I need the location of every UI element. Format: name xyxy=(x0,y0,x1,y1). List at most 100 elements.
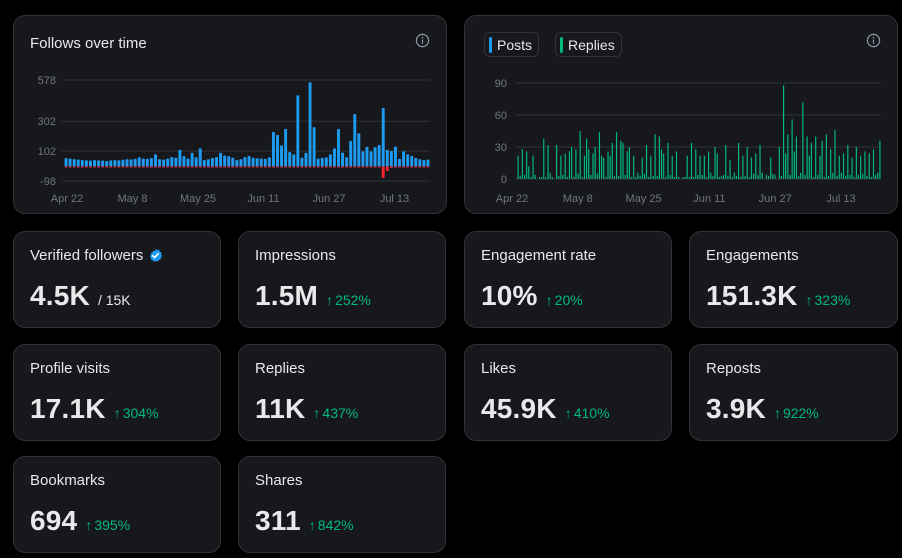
chart-bar[interactable] xyxy=(812,176,815,179)
chart-bar[interactable] xyxy=(88,160,92,167)
chart-bar[interactable] xyxy=(406,166,410,168)
chart-bar[interactable] xyxy=(215,157,218,167)
chart-bar[interactable] xyxy=(568,151,571,179)
chart-bar[interactable] xyxy=(652,175,654,179)
chart-bar[interactable] xyxy=(710,172,712,179)
chart-bar[interactable] xyxy=(247,166,251,168)
chart-bar[interactable] xyxy=(748,176,750,179)
chart-bar[interactable] xyxy=(316,158,320,167)
chart-bar[interactable] xyxy=(251,157,255,167)
chart-bar[interactable] xyxy=(162,159,166,167)
chart-bar[interactable] xyxy=(731,176,733,179)
chart-bar[interactable] xyxy=(377,166,381,168)
chart-bar[interactable] xyxy=(697,174,699,179)
chart-bar[interactable] xyxy=(753,173,755,179)
chart-bar[interactable] xyxy=(782,85,785,179)
chart-bar[interactable] xyxy=(292,154,296,167)
chart-bar[interactable] xyxy=(398,158,401,167)
chart-bar[interactable] xyxy=(72,166,76,168)
chart-bar[interactable] xyxy=(562,174,564,179)
chart-bar[interactable] xyxy=(645,144,648,179)
chart-bar[interactable] xyxy=(373,166,377,168)
chart-bar[interactable] xyxy=(389,166,393,168)
chart-bar[interactable] xyxy=(105,160,109,167)
chart-bar[interactable] xyxy=(693,176,695,179)
chart-bar[interactable] xyxy=(838,155,840,179)
chart-bar[interactable] xyxy=(296,95,300,167)
chart-bar[interactable] xyxy=(174,157,178,167)
chart-bar[interactable] xyxy=(113,160,117,167)
chart-bar[interactable] xyxy=(870,176,872,179)
stat-card-impressions[interactable]: Impressions 1.5M ↑ 252% xyxy=(238,231,446,328)
chart-bar[interactable] xyxy=(603,157,605,179)
chart-bar[interactable] xyxy=(308,166,312,168)
chart-bar[interactable] xyxy=(815,136,817,179)
chart-bar[interactable] xyxy=(88,166,92,168)
chart-bar[interactable] xyxy=(821,140,823,179)
chart-bar[interactable] xyxy=(259,158,263,167)
chart-bar[interactable] xyxy=(64,158,68,167)
chart-bar[interactable] xyxy=(708,151,710,179)
chart-bar[interactable] xyxy=(836,175,838,179)
chart-bar[interactable] xyxy=(770,157,772,179)
chart-bar[interactable] xyxy=(860,155,862,179)
chart-bar[interactable] xyxy=(121,166,125,168)
chart-bar[interactable] xyxy=(369,166,373,168)
stat-card-bookmarks[interactable]: Bookmarks 694 ↑ 395% xyxy=(13,456,221,553)
chart-bar[interactable] xyxy=(198,166,202,168)
chart-bar[interactable] xyxy=(688,176,690,179)
chart-bar[interactable] xyxy=(64,166,68,168)
chart-bar[interactable] xyxy=(105,166,109,168)
chart-bar[interactable] xyxy=(613,175,616,179)
chart-bar[interactable] xyxy=(227,156,231,167)
chart-bar[interactable] xyxy=(72,159,76,167)
chart-bar[interactable] xyxy=(592,153,594,179)
chart-bar[interactable] xyxy=(288,166,292,168)
chart-bar[interactable] xyxy=(231,166,235,168)
chart-bar[interactable] xyxy=(389,151,393,167)
chart-bar[interactable] xyxy=(178,149,182,167)
chart-bar[interactable] xyxy=(673,176,675,179)
chart-bar[interactable] xyxy=(789,174,791,179)
chart-bar[interactable] xyxy=(406,154,410,167)
chart-bar[interactable] xyxy=(418,166,422,168)
chart-bar[interactable] xyxy=(154,166,157,168)
chart-bar[interactable] xyxy=(202,166,206,168)
chart-bar[interactable] xyxy=(699,155,701,179)
chart-bar[interactable] xyxy=(877,172,879,179)
chart-bar[interactable] xyxy=(410,166,414,168)
chart-bar[interactable] xyxy=(80,160,84,167)
info-icon[interactable] xyxy=(415,33,430,48)
chart-bar[interactable] xyxy=(654,134,656,179)
chart-bar[interactable] xyxy=(547,144,549,179)
chart-bar[interactable] xyxy=(398,166,401,168)
chart-bar[interactable] xyxy=(361,151,365,167)
chart-bar[interactable] xyxy=(643,173,645,179)
chart-bar[interactable] xyxy=(166,166,170,168)
chart-bar[interactable] xyxy=(853,176,855,179)
chart-bar[interactable] xyxy=(875,174,877,179)
stat-card-profile-visits[interactable]: Profile visits 17.1K ↑ 304% xyxy=(13,344,221,441)
chart-bar[interactable] xyxy=(577,173,579,179)
chart-bar[interactable] xyxy=(239,159,243,167)
chart-bar[interactable] xyxy=(725,144,727,179)
chart-bar[interactable] xyxy=(558,175,560,179)
chart-bar[interactable] xyxy=(345,157,349,167)
stat-card-shares[interactable]: Shares 311 ↑ 842% xyxy=(238,456,446,553)
chart-bar[interactable] xyxy=(239,166,243,168)
chart-bar[interactable] xyxy=(341,152,345,167)
chart-bar[interactable] xyxy=(223,166,227,168)
chart-bar[interactable] xyxy=(615,132,618,179)
chart-bar[interactable] xyxy=(849,174,851,179)
stat-card-likes[interactable]: Likes 45.9K ↑ 410% xyxy=(464,344,672,441)
chart-bar[interactable] xyxy=(332,166,336,168)
chart-bar[interactable] xyxy=(564,153,566,179)
chart-bar[interactable] xyxy=(263,166,267,168)
chart-bar[interactable] xyxy=(93,160,96,167)
chart-bar[interactable] xyxy=(174,166,178,168)
chart-bar[interactable] xyxy=(538,176,541,179)
chart-bar[interactable] xyxy=(223,155,227,167)
chart-bar[interactable] xyxy=(284,129,288,167)
chart-bar[interactable] xyxy=(170,166,174,168)
chart-bar[interactable] xyxy=(761,172,763,179)
